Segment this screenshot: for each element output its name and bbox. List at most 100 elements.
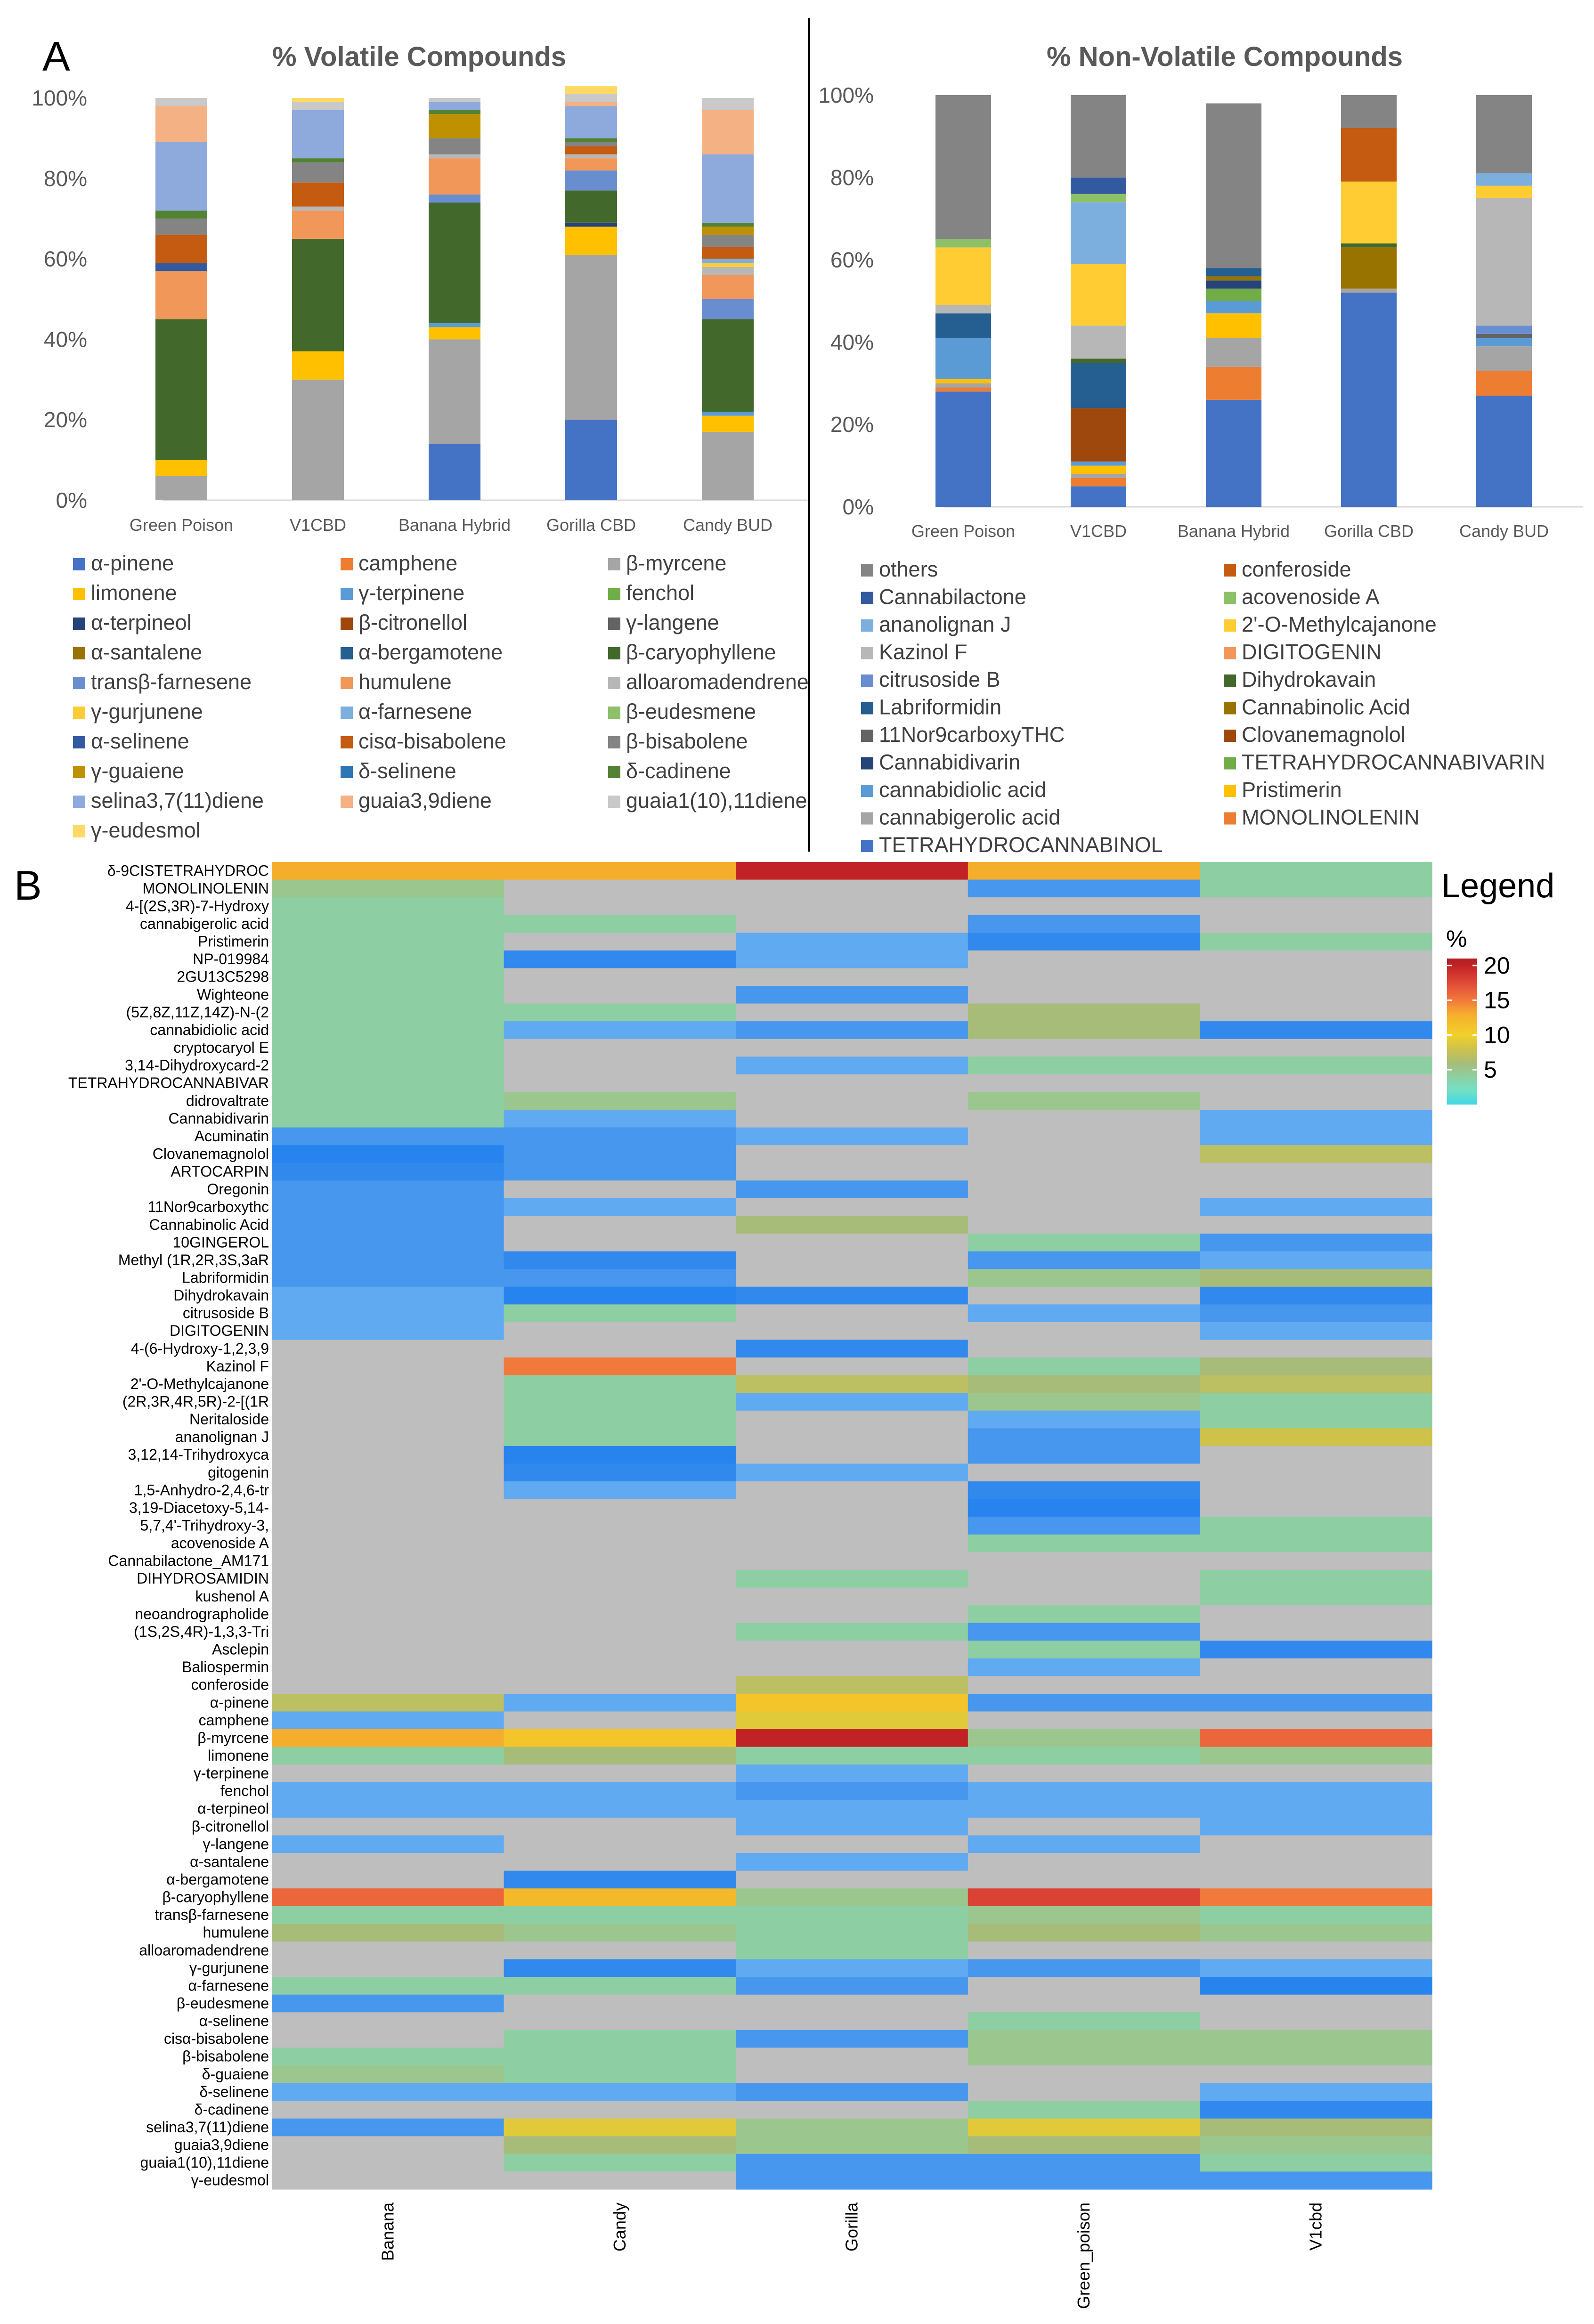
heatmap-cell: [968, 2083, 1200, 2101]
heatmap-cell: [504, 1870, 736, 1889]
heatmap-cell: [504, 1764, 736, 1783]
heatmap-cell: [504, 1711, 736, 1730]
heatmap-cell: [272, 1800, 504, 1818]
heatmap-cell: [736, 933, 968, 951]
bar-segment: [1476, 198, 1532, 326]
heatmap-cell: [968, 1251, 1200, 1269]
heatmap-cell: [968, 1800, 1200, 1818]
heatmap-cell: [1200, 1835, 1432, 1853]
legend-swatch: [861, 730, 873, 742]
heatmap-cell: [504, 950, 736, 969]
heatmap-cell: [504, 1393, 736, 1411]
heatmap-cell: [272, 1729, 504, 1747]
heatmap-cell: [968, 1747, 1200, 1765]
heatmap-cell: [736, 1269, 968, 1287]
heatmap-row-label: Clovanemagnolol: [153, 1145, 269, 1162]
bar-segment: [702, 267, 754, 275]
legend-swatch: [861, 812, 873, 825]
legend-swatch: [608, 618, 620, 630]
bar-segment: [292, 110, 344, 159]
heatmap-cell: [1200, 1747, 1432, 1765]
heatmap-row-label: γ-gurjunene: [189, 1959, 269, 1976]
legend-item: α-pinene: [91, 551, 174, 575]
heatmap-cell: [968, 1782, 1200, 1800]
heatmap-cell: [272, 1039, 504, 1057]
heatmap-cell: [1200, 2101, 1432, 2119]
heatmap-row-label: cannabidiolic acid: [150, 1021, 269, 1038]
legend-swatch: [608, 588, 620, 600]
heatmap-cell: [736, 862, 968, 880]
bar-segment: [155, 219, 207, 235]
heatmap-cell: [272, 933, 504, 951]
bar-segment: [155, 142, 207, 211]
heatmap-row-label: didrovaltrate: [186, 1092, 269, 1109]
bar-segment: [1341, 181, 1397, 244]
heatmap-cell: [968, 1198, 1200, 1217]
heatmap-row-label: citrusoside B: [183, 1305, 269, 1322]
heatmap-cell: [968, 1764, 1200, 1783]
heatmap-cell: [1200, 2048, 1432, 2066]
x-category-label: V1CBD: [1070, 521, 1127, 541]
y-tick-label: 100%: [818, 83, 874, 107]
heatmap-cell: [504, 2030, 736, 2048]
heatmap-cell: [1200, 2118, 1432, 2137]
heatmap-cell: [736, 1446, 968, 1464]
heatmap-cell: [968, 2065, 1200, 2084]
heatmap-cell: [736, 1357, 968, 1376]
bar-segment: [1341, 293, 1397, 507]
heatmap-cell: [272, 1375, 504, 1393]
bar-segment: [565, 222, 617, 227]
heatmap-cell: [1200, 1410, 1432, 1429]
heatmap-row-label: 3,12,14-Trihydroxyca: [128, 1446, 269, 1463]
heatmap-column-label: V1cbd: [1306, 2202, 1326, 2251]
heatmap-cell: [1200, 1145, 1432, 1163]
heatmap-cell: [1200, 2030, 1432, 2048]
heatmap-row-label: 4-(6-Hydroxy-1,2,3,9: [131, 1340, 269, 1357]
heatmap-cell: [272, 1641, 504, 1659]
heatmap-cell: [272, 1870, 504, 1889]
heatmap-row-label: Oregonin: [207, 1181, 269, 1198]
legend-item: γ-terpinene: [358, 581, 464, 605]
legend-item: alloaromadendrene: [626, 670, 809, 694]
heatmap-cell: [504, 1517, 736, 1535]
heatmap-row-label: α-selinene: [199, 2013, 269, 2030]
heatmap-cell: [504, 1446, 736, 1464]
heatmap-cell: [968, 897, 1200, 916]
bar-segment: [292, 102, 344, 110]
bar-segment: [1341, 247, 1397, 289]
heatmap-row-label: transβ-farnesene: [155, 1906, 269, 1923]
heatmap-cell: [968, 1499, 1200, 1517]
heatmap-cell: [968, 2171, 1200, 2190]
heatmap-cell: [1200, 879, 1432, 898]
heatmap-row-label: β-bisabolene: [182, 2048, 269, 2065]
heatmap-cell: [1200, 1039, 1432, 1057]
bar-segment: [565, 106, 617, 138]
heatmap-cell: [504, 1552, 736, 1570]
x-category-label: V1CBD: [290, 515, 346, 535]
heatmap-cell: [272, 1977, 504, 1995]
heatmap-cell: [1200, 933, 1432, 951]
heatmap-cell: [504, 1853, 736, 1871]
heatmap-row-label: Kazinol F: [206, 1357, 269, 1374]
heatmap-row-label: acovenoside A: [171, 1535, 269, 1552]
heatmap-cell: [1200, 1853, 1432, 1871]
legend-swatch: [1224, 785, 1236, 797]
bar-segment: [1071, 202, 1126, 264]
heatmap-row-label: alloaromadendrene: [139, 1942, 269, 1958]
heatmap-row-label: TETRAHYDROCANNABIVAR: [68, 1074, 269, 1091]
legend-swatch: [861, 757, 873, 770]
heatmap-row-label: NP-019984: [193, 951, 269, 967]
legend-item: α-selinene: [91, 729, 189, 753]
heatmap-cell: [272, 2048, 504, 2066]
bar-segment: [565, 420, 617, 500]
heatmap-cell: [968, 1216, 1200, 1234]
legend-item: β-caryophyllene: [626, 640, 776, 664]
heatmap-cell: [968, 1959, 1200, 1977]
legend-swatch: [608, 558, 620, 570]
legend-item: selina3,7(11)diene: [91, 788, 264, 813]
bar-segment: [702, 110, 754, 154]
heatmap-cell: [968, 1835, 1200, 1853]
bar-segment: [429, 444, 480, 500]
bar-segment: [565, 170, 617, 191]
heatmap-cell: [272, 879, 504, 898]
